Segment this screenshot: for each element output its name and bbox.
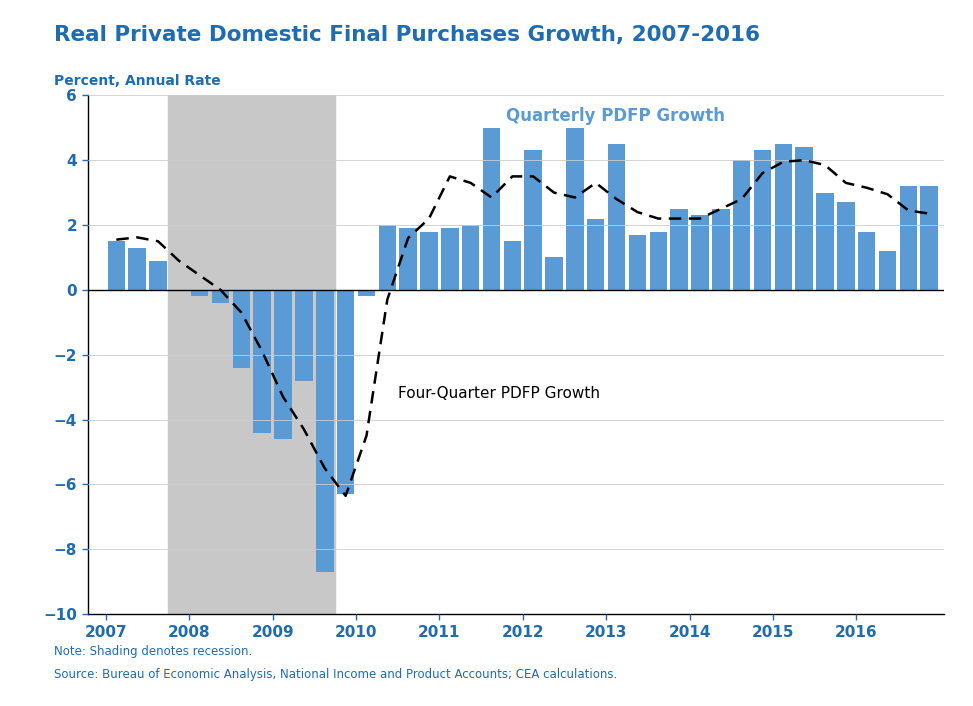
Bar: [295, 290, 312, 381]
Bar: [399, 228, 416, 290]
Bar: [149, 261, 166, 290]
Bar: [900, 186, 918, 290]
Bar: [420, 232, 438, 290]
Bar: [358, 290, 376, 297]
Text: Source: Bureau of Economic Analysis, National Income and Product Accounts; CEA c: Source: Bureau of Economic Analysis, Nat…: [54, 668, 617, 681]
Bar: [462, 225, 480, 290]
Bar: [545, 258, 562, 290]
Bar: [212, 290, 230, 303]
Bar: [274, 290, 292, 439]
Bar: [858, 232, 876, 290]
Bar: [316, 290, 334, 572]
Bar: [795, 148, 812, 290]
Bar: [483, 128, 500, 290]
Bar: [233, 290, 250, 368]
Bar: [441, 228, 458, 290]
Bar: [920, 186, 938, 290]
Bar: [108, 241, 126, 290]
Bar: [504, 241, 522, 290]
Bar: [816, 193, 834, 290]
Bar: [378, 225, 396, 290]
Bar: [168, 95, 335, 614]
Text: Percent, Annual Rate: Percent, Annual Rate: [54, 74, 220, 88]
Bar: [691, 215, 708, 290]
Bar: [650, 232, 667, 290]
Text: Note: Shading denotes recession.: Note: Shading denotes recession.: [54, 645, 252, 658]
Text: Four-Quarter PDFP Growth: Four-Quarter PDFP Growth: [398, 386, 599, 401]
Bar: [879, 251, 896, 290]
Bar: [733, 160, 750, 290]
Bar: [128, 248, 146, 290]
Text: Quarterly PDFP Growth: Quarterly PDFP Growth: [506, 107, 725, 126]
Text: Real Private Domestic Final Purchases Growth, 2007-2016: Real Private Domestic Final Purchases Gr…: [54, 25, 760, 44]
Bar: [566, 128, 584, 290]
Bar: [629, 235, 646, 290]
Bar: [670, 209, 688, 290]
Bar: [524, 150, 542, 290]
Bar: [191, 290, 208, 297]
Bar: [754, 150, 772, 290]
Bar: [837, 203, 854, 290]
Bar: [254, 290, 271, 433]
Bar: [775, 144, 792, 290]
Bar: [712, 209, 730, 290]
Bar: [608, 144, 626, 290]
Bar: [587, 219, 604, 290]
Bar: [337, 290, 354, 494]
